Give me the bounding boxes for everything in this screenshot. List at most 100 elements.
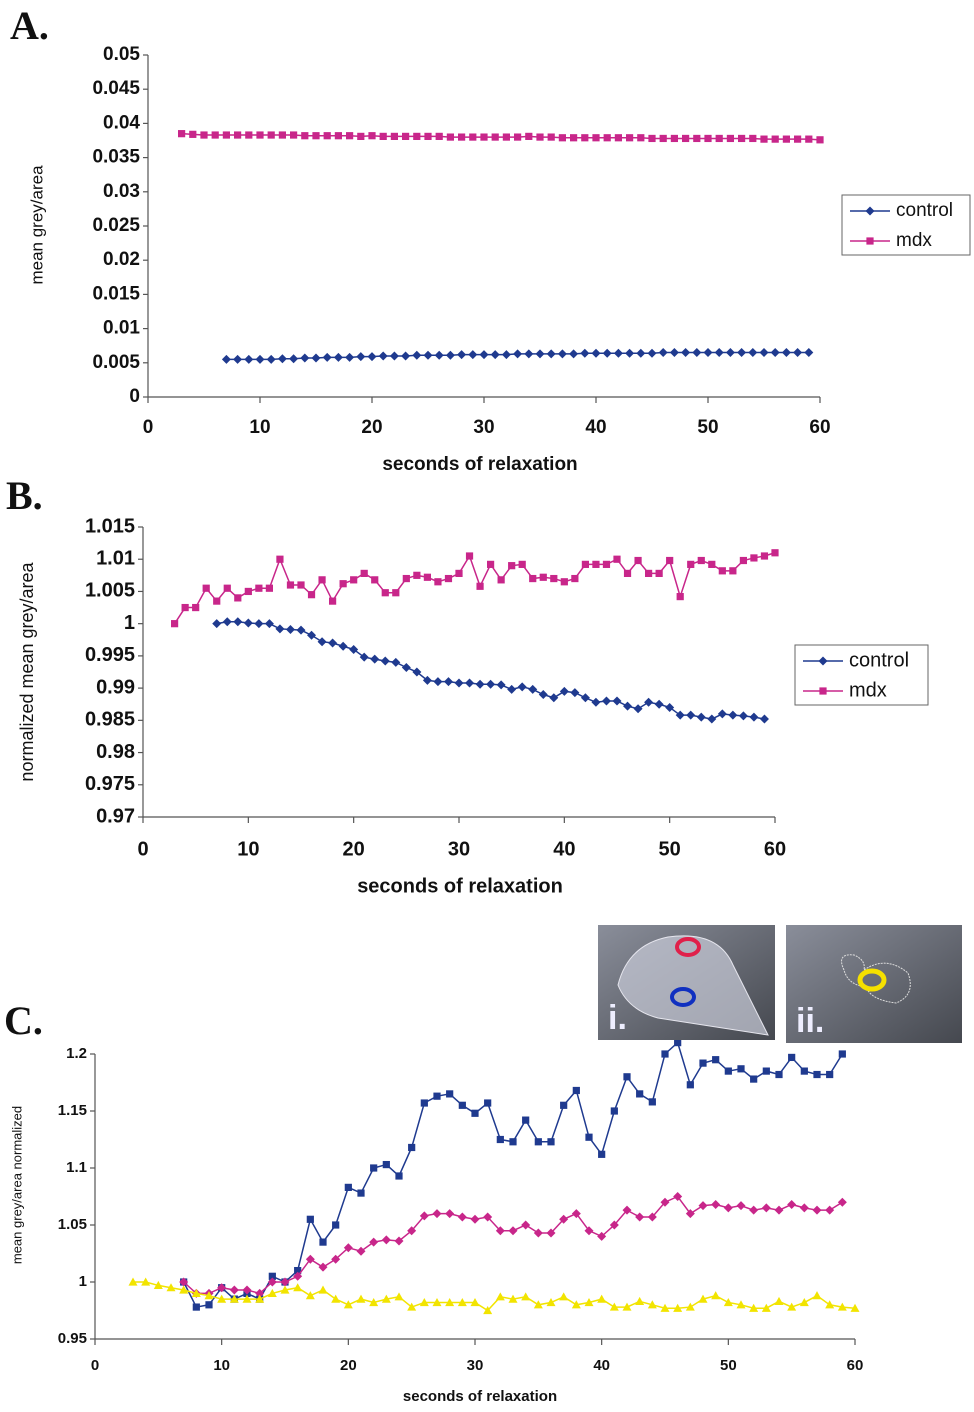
- marker: [669, 348, 679, 358]
- marker: [635, 1296, 645, 1305]
- legend-label: control: [849, 649, 909, 671]
- marker: [647, 348, 657, 358]
- marker: [507, 684, 517, 694]
- marker: [181, 603, 189, 612]
- marker: [432, 1298, 442, 1307]
- marker: [200, 131, 208, 139]
- marker: [647, 1300, 657, 1309]
- marker: [305, 1254, 315, 1264]
- marker: [661, 1050, 669, 1058]
- marker: [622, 1302, 632, 1311]
- y-axis-label: mean grey/area normalized: [9, 1106, 24, 1264]
- x-axis-label: seconds of relaxation: [357, 875, 563, 897]
- marker: [623, 1073, 631, 1081]
- marker: [799, 1298, 809, 1307]
- marker: [423, 350, 433, 360]
- marker: [255, 1294, 265, 1303]
- marker: [266, 354, 276, 364]
- marker: [412, 350, 422, 360]
- marker: [413, 571, 421, 579]
- panel-label: A.: [10, 3, 49, 48]
- y-tick-label: 0.995: [85, 644, 135, 666]
- legend-marker: [865, 206, 875, 216]
- marker: [591, 697, 601, 707]
- marker: [444, 574, 453, 583]
- marker: [674, 1039, 682, 1047]
- marker: [290, 131, 298, 139]
- marker: [328, 638, 338, 648]
- marker: [479, 350, 489, 360]
- inset-label: i.: [608, 999, 627, 1037]
- marker: [381, 589, 389, 597]
- marker: [816, 136, 824, 144]
- marker: [381, 1235, 391, 1245]
- marker: [278, 131, 286, 139]
- marker: [698, 1294, 708, 1303]
- x-tick-label: 30: [448, 838, 470, 860]
- marker: [760, 135, 768, 143]
- marker: [685, 1209, 695, 1219]
- marker: [407, 1226, 417, 1236]
- marker: [256, 131, 264, 139]
- marker: [625, 348, 635, 358]
- cell-outline: [617, 935, 769, 1036]
- marker: [422, 675, 432, 685]
- y-tick-label: 0.99: [96, 676, 135, 698]
- marker: [517, 682, 527, 692]
- marker: [370, 1164, 378, 1172]
- marker: [424, 132, 432, 140]
- marker: [547, 133, 555, 141]
- legend-marker: [819, 687, 827, 695]
- marker: [737, 348, 747, 358]
- marker: [571, 1300, 581, 1309]
- marker: [787, 1302, 797, 1311]
- marker: [277, 354, 287, 364]
- x-tick-label: 50: [659, 838, 681, 860]
- marker: [245, 131, 253, 139]
- marker: [490, 350, 500, 360]
- marker: [229, 1294, 239, 1303]
- marker: [390, 132, 398, 140]
- x-axis-label: seconds of relaxation: [382, 454, 577, 475]
- marker: [419, 1211, 429, 1221]
- marker: [202, 584, 210, 592]
- marker: [423, 573, 431, 581]
- marker: [350, 576, 358, 584]
- marker: [728, 710, 738, 720]
- x-tick-label: 40: [585, 417, 606, 438]
- marker: [613, 348, 623, 358]
- marker: [141, 1277, 151, 1286]
- marker: [371, 576, 379, 584]
- marker: [750, 1075, 758, 1083]
- marker: [592, 560, 600, 568]
- marker: [647, 1212, 657, 1222]
- marker: [825, 1205, 835, 1215]
- marker: [297, 581, 305, 589]
- marker: [812, 1205, 822, 1215]
- marker: [687, 560, 695, 568]
- marker: [234, 131, 242, 139]
- marker: [455, 569, 463, 577]
- marker: [771, 135, 779, 143]
- marker: [223, 584, 231, 592]
- series-line: [182, 1041, 843, 1308]
- marker: [356, 1294, 366, 1303]
- marker: [623, 701, 633, 711]
- marker: [486, 679, 496, 689]
- x-tick-label: 0: [137, 838, 148, 860]
- marker: [369, 1237, 379, 1247]
- marker: [171, 620, 179, 628]
- marker: [703, 348, 713, 358]
- marker: [318, 1262, 328, 1272]
- marker: [370, 654, 380, 664]
- marker: [581, 134, 589, 142]
- marker: [229, 1285, 239, 1295]
- marker: [432, 1209, 442, 1219]
- marker: [402, 132, 410, 140]
- y-tick-label: 1.015: [85, 515, 135, 537]
- y-tick-label: 0.04: [103, 112, 140, 133]
- marker: [557, 349, 567, 359]
- marker: [483, 1306, 493, 1315]
- marker: [585, 1133, 593, 1141]
- marker: [255, 1288, 265, 1298]
